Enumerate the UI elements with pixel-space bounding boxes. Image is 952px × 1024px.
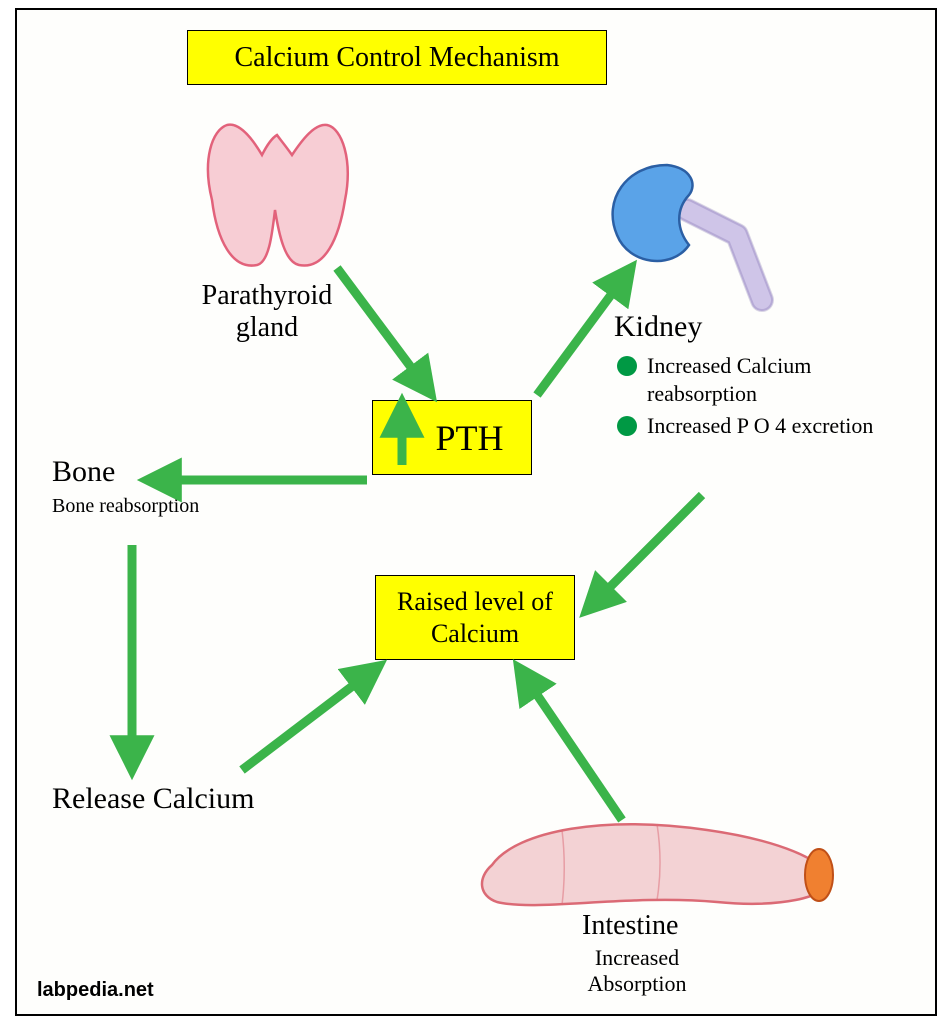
kidney-bullet-1: Increased Calcium reabsorption — [617, 352, 912, 407]
parathyroid-icon — [208, 125, 348, 266]
bullet-icon — [617, 356, 637, 376]
raised-calcium-box: Raised level of Calcium — [375, 575, 575, 660]
pth-box: PTH — [372, 400, 532, 475]
intestine-sublabel: Increased Absorption — [572, 945, 702, 998]
parathyroid-text: Parathyroid gland — [202, 280, 333, 343]
kidney-icon — [613, 165, 762, 300]
attribution: labpedia.net — [37, 979, 154, 1002]
attribution-text: labpedia.net — [37, 979, 154, 1001]
bullet-icon — [617, 416, 637, 436]
bone-sublabel: Bone reabsorption — [52, 495, 199, 518]
bone-text: Bone — [52, 455, 115, 488]
kidney-label: Kidney — [614, 310, 702, 345]
bullet-text-1: Increased Calcium reabsorption — [647, 352, 912, 407]
bullet-text-2: Increased P O 4 excretion — [647, 412, 873, 440]
parathyroid-label: Parathyroid gland — [172, 280, 362, 344]
bone-sub-text: Bone reabsorption — [52, 495, 199, 517]
kidney-text: Kidney — [614, 310, 702, 343]
intestine-sub-text: Increased Absorption — [588, 945, 687, 996]
diagram-canvas: Calcium Control Mechanism PTH Raised lev… — [15, 8, 937, 1016]
intestine-icon — [482, 824, 833, 905]
raised-label: Raised level of Calcium — [376, 586, 574, 648]
intestine-text: Intestine — [582, 910, 678, 941]
release-label: Release Calcium — [52, 782, 254, 817]
arrow-intestine-raised — [527, 680, 622, 820]
intestine-label: Intestine — [582, 910, 678, 942]
release-text: Release Calcium — [52, 782, 254, 815]
title-text: Calcium Control Mechanism — [234, 42, 559, 74]
kidney-bullet-2: Increased P O 4 excretion — [617, 412, 912, 440]
arrow-pth-kidney — [537, 280, 622, 395]
arrow-kidney-raised — [597, 495, 702, 600]
bone-label: Bone — [52, 455, 115, 490]
arrow-release-raised — [242, 675, 367, 770]
pth-label: PTH — [435, 417, 503, 459]
title-box: Calcium Control Mechanism — [187, 30, 607, 85]
